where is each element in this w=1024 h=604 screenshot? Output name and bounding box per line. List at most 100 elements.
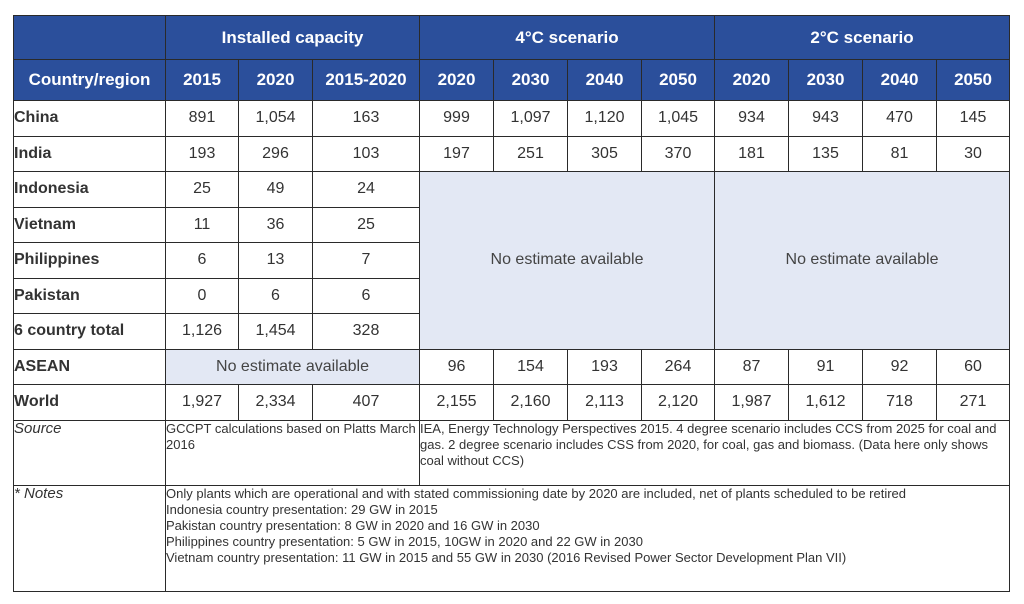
value-cell: 891 bbox=[165, 100, 239, 137]
col-header: 2020 bbox=[714, 59, 789, 101]
col-header: 2030 bbox=[493, 59, 568, 101]
source-scenarios-text: IEA, Energy Technology Perspectives 2015… bbox=[419, 419, 1010, 486]
value-cell: 0 bbox=[165, 277, 239, 314]
value-cell: 60 bbox=[936, 348, 1010, 385]
table-row: World 1,927 2,334 407 2,155 2,160 2,113 … bbox=[13, 384, 1010, 421]
value-cell: 25 bbox=[165, 171, 239, 208]
coal-capacity-table: Installed capacity 4°C scenario 2°C scen… bbox=[13, 15, 1010, 592]
value-cell: 6 bbox=[165, 242, 239, 279]
installed-capacity-header: Installed capacity bbox=[165, 15, 420, 60]
col-header: 2040 bbox=[567, 59, 642, 101]
value-cell: 305 bbox=[567, 135, 642, 172]
country-cell: China bbox=[13, 100, 166, 137]
2c-scenario-header: 2°C scenario bbox=[714, 15, 1010, 60]
country-cell: Philippines bbox=[13, 242, 166, 279]
value-cell: 2,113 bbox=[567, 384, 642, 421]
value-cell: 1,126 bbox=[165, 313, 239, 350]
value-cell: 154 bbox=[493, 348, 568, 385]
value-cell: 1,045 bbox=[641, 100, 715, 137]
value-cell: 24 bbox=[312, 171, 420, 208]
no-estimate-4c-cell: No estimate available bbox=[419, 171, 715, 350]
value-cell: 6 bbox=[312, 277, 420, 314]
country-cell: Indonesia bbox=[13, 171, 166, 208]
notes-row: * Notes Only plants which are operationa… bbox=[13, 484, 1010, 592]
note-line: Vietnam country presentation: 11 GW in 2… bbox=[166, 549, 847, 565]
value-cell: 2,334 bbox=[238, 384, 313, 421]
column-header-row: Country/region 2015 2020 2015-2020 2020 … bbox=[13, 59, 1010, 101]
value-cell: 2,155 bbox=[419, 384, 494, 421]
value-cell: 271 bbox=[936, 384, 1010, 421]
value-cell: 296 bbox=[238, 135, 313, 172]
table-row: Vietnam 11 36 25 bbox=[13, 206, 1010, 243]
country-cell: 6 country total bbox=[13, 313, 166, 350]
value-cell: 328 bbox=[312, 313, 420, 350]
value-cell: 181 bbox=[714, 135, 789, 172]
value-cell: 2,160 bbox=[493, 384, 568, 421]
notes-text: Only plants which are operational and wi… bbox=[165, 484, 1010, 592]
col-header: 2050 bbox=[936, 59, 1010, 101]
value-cell: 470 bbox=[862, 100, 937, 137]
value-cell: 49 bbox=[238, 171, 313, 208]
table-row: Pakistan 0 6 6 bbox=[13, 277, 1010, 314]
value-cell: 163 bbox=[312, 100, 420, 137]
value-cell: 407 bbox=[312, 384, 420, 421]
value-cell: 251 bbox=[493, 135, 568, 172]
value-cell: 135 bbox=[788, 135, 863, 172]
source-installed-text: GCCPT calculations based on Platts March… bbox=[165, 419, 420, 486]
no-estimate-installed-cell: No estimate available bbox=[165, 348, 420, 385]
value-cell: 7 bbox=[312, 242, 420, 279]
value-cell: 197 bbox=[419, 135, 494, 172]
value-cell: 91 bbox=[788, 348, 863, 385]
value-cell: 193 bbox=[165, 135, 239, 172]
note-line: Indonesia country presentation: 29 GW in… bbox=[166, 501, 438, 517]
table-row: Indonesia 25 49 24 No estimate available… bbox=[13, 171, 1010, 350]
source-row: Source GCCPT calculations based on Platt… bbox=[13, 419, 1010, 486]
country-cell: India bbox=[13, 135, 166, 172]
value-cell: 1,927 bbox=[165, 384, 239, 421]
col-header: 2015-2020 bbox=[312, 59, 420, 101]
header-blank-cell bbox=[13, 15, 166, 60]
value-cell: 1,120 bbox=[567, 100, 642, 137]
group-header-row: Installed capacity 4°C scenario 2°C scen… bbox=[13, 15, 1010, 60]
col-header: 2020 bbox=[238, 59, 313, 101]
value-cell: 145 bbox=[936, 100, 1010, 137]
value-cell: 96 bbox=[419, 348, 494, 385]
value-cell: 934 bbox=[714, 100, 789, 137]
value-cell: 193 bbox=[567, 348, 642, 385]
value-cell: 1,097 bbox=[493, 100, 568, 137]
table-row: ASEAN No estimate available 96 154 193 2… bbox=[13, 348, 1010, 385]
source-label: Source bbox=[13, 419, 166, 486]
country-cell: Vietnam bbox=[13, 206, 166, 243]
4c-scenario-header: 4°C scenario bbox=[419, 15, 715, 60]
value-cell: 1,454 bbox=[238, 313, 313, 350]
note-line: Only plants which are operational and wi… bbox=[166, 485, 907, 501]
value-cell: 943 bbox=[788, 100, 863, 137]
table-row: Philippines 6 13 7 bbox=[13, 242, 1010, 279]
value-cell: 87 bbox=[714, 348, 789, 385]
col-header: 2040 bbox=[862, 59, 937, 101]
value-cell: 264 bbox=[641, 348, 715, 385]
value-cell: 999 bbox=[419, 100, 494, 137]
value-cell: 11 bbox=[165, 206, 239, 243]
col-header: 2020 bbox=[419, 59, 494, 101]
value-cell: 30 bbox=[936, 135, 1010, 172]
value-cell: 1,054 bbox=[238, 100, 313, 137]
note-line: Philippines country presentation: 5 GW i… bbox=[166, 533, 643, 549]
value-cell: 103 bbox=[312, 135, 420, 172]
value-cell: 718 bbox=[862, 384, 937, 421]
value-cell: 25 bbox=[312, 206, 420, 243]
value-cell: 6 bbox=[238, 277, 313, 314]
value-cell: 36 bbox=[238, 206, 313, 243]
country-cell: ASEAN bbox=[13, 348, 166, 385]
col-header: 2030 bbox=[788, 59, 863, 101]
notes-label: * Notes bbox=[13, 484, 166, 592]
value-cell: 370 bbox=[641, 135, 715, 172]
country-cell: World bbox=[13, 384, 166, 421]
no-estimate-2c-cell: No estimate available bbox=[714, 171, 1010, 350]
value-cell: 81 bbox=[862, 135, 937, 172]
value-cell: 2,120 bbox=[641, 384, 715, 421]
col-header: 2050 bbox=[641, 59, 715, 101]
country-cell: Pakistan bbox=[13, 277, 166, 314]
table-row: China 891 1,054 163 999 1,097 1,120 1,04… bbox=[13, 100, 1010, 137]
value-cell: 1,987 bbox=[714, 384, 789, 421]
